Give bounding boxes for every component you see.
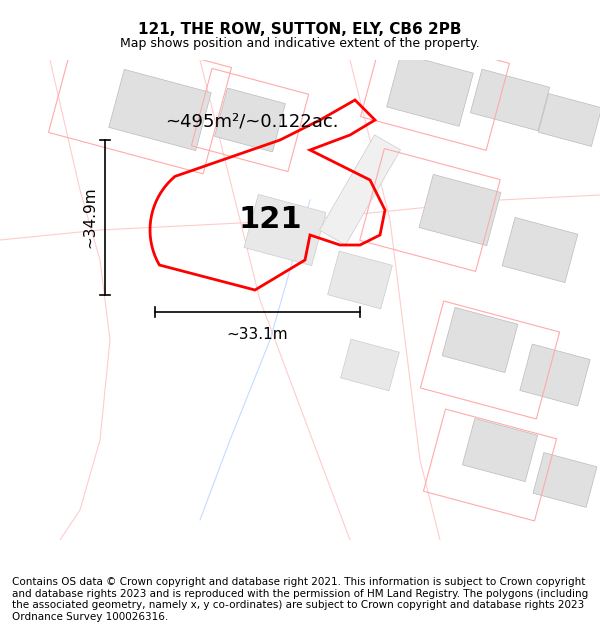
Text: 121, THE ROW, SUTTON, ELY, CB6 2PB: 121, THE ROW, SUTTON, ELY, CB6 2PB xyxy=(138,22,462,37)
Polygon shape xyxy=(538,94,600,146)
Polygon shape xyxy=(244,194,326,266)
Text: Map shows position and indicative extent of the property.: Map shows position and indicative extent… xyxy=(120,38,480,51)
Polygon shape xyxy=(502,217,578,282)
Polygon shape xyxy=(386,54,473,126)
Polygon shape xyxy=(109,69,211,151)
Text: Contains OS data © Crown copyright and database right 2021. This information is : Contains OS data © Crown copyright and d… xyxy=(12,577,588,622)
Polygon shape xyxy=(419,174,501,246)
Text: ~495m²/~0.122ac.: ~495m²/~0.122ac. xyxy=(165,112,338,130)
Polygon shape xyxy=(520,344,590,406)
Polygon shape xyxy=(215,88,286,152)
Polygon shape xyxy=(470,69,550,131)
Polygon shape xyxy=(320,135,400,245)
Polygon shape xyxy=(533,452,597,508)
Polygon shape xyxy=(328,251,392,309)
Polygon shape xyxy=(442,308,518,372)
Polygon shape xyxy=(463,418,538,482)
Polygon shape xyxy=(341,339,400,391)
Text: ~34.9m: ~34.9m xyxy=(83,187,97,248)
Text: ~33.1m: ~33.1m xyxy=(227,327,289,342)
Text: 121: 121 xyxy=(238,206,302,234)
